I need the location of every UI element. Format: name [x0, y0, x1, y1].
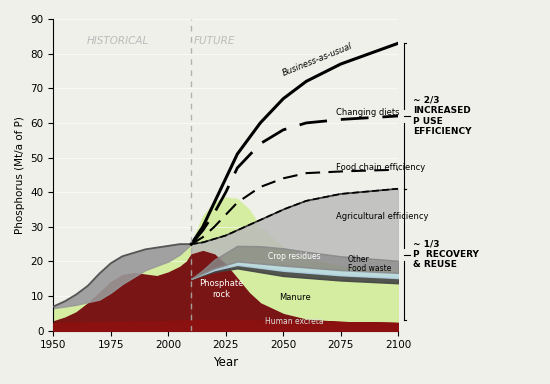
Text: Human excreta: Human excreta [266, 316, 324, 326]
Text: Food waste: Food waste [348, 264, 391, 273]
Text: ~ 2/3
INCREASED
P USE
EFFICIENCY: ~ 2/3 INCREASED P USE EFFICIENCY [413, 96, 471, 136]
Text: Crop residues: Crop residues [268, 252, 321, 261]
Text: Manure: Manure [279, 293, 311, 302]
Text: Phosphate
rock: Phosphate rock [199, 280, 244, 299]
Text: Other: Other [348, 255, 370, 264]
Text: Business-as-usual: Business-as-usual [282, 41, 354, 78]
Text: HISTORICAL: HISTORICAL [87, 36, 149, 46]
X-axis label: Year: Year [213, 356, 238, 369]
Text: ~ 1/3
P  RECOVERY
& REUSE: ~ 1/3 P RECOVERY & REUSE [413, 240, 479, 270]
Text: Agricultural efficiency: Agricultural efficiency [336, 212, 428, 221]
Text: Food chain efficiency: Food chain efficiency [336, 164, 425, 172]
Y-axis label: Phosphorus (Mt/a of P): Phosphorus (Mt/a of P) [15, 116, 25, 234]
Text: FUTURE: FUTURE [194, 36, 235, 46]
Text: Changing diets: Changing diets [336, 108, 400, 117]
